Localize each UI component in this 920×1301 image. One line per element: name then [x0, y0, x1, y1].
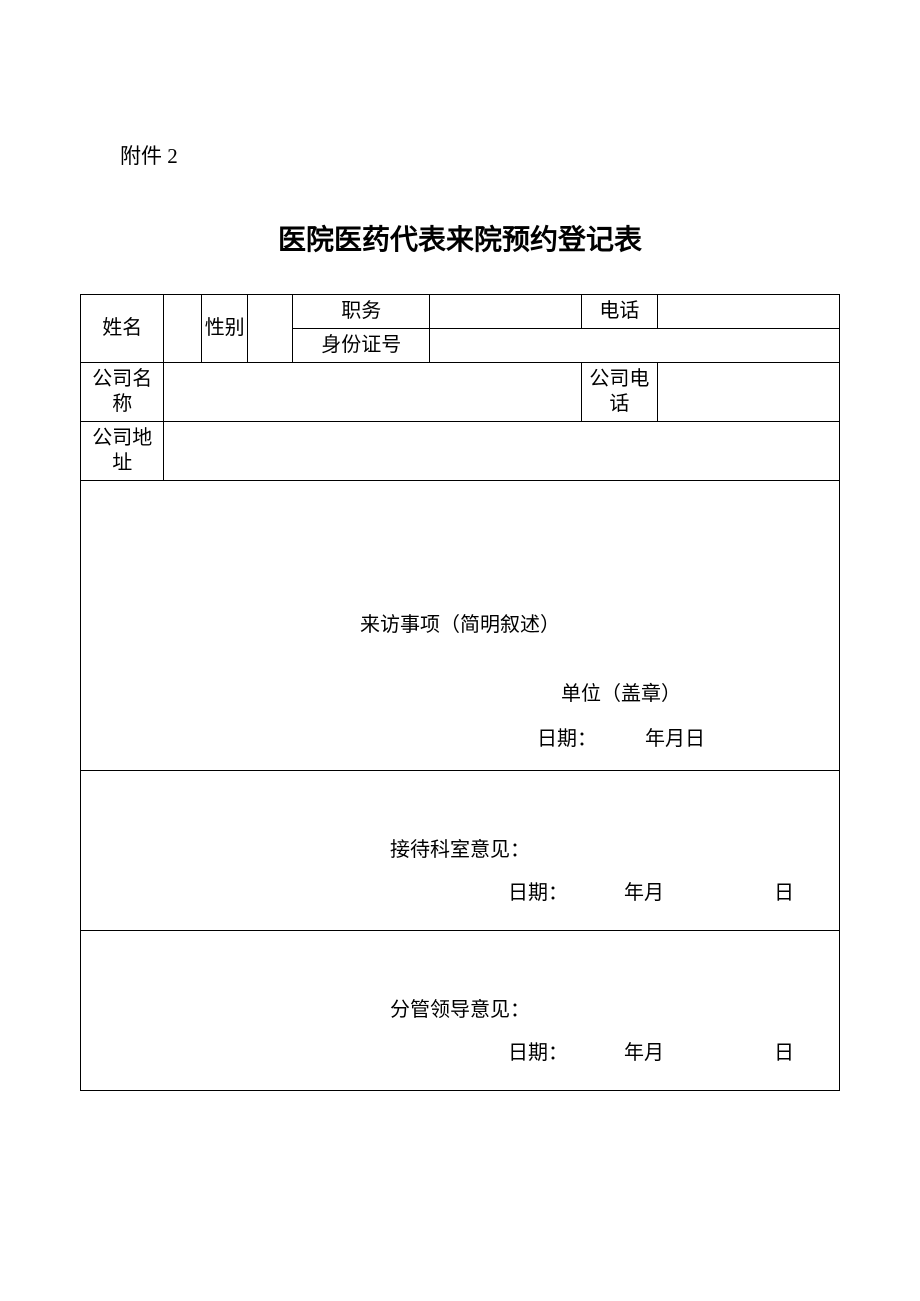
date-day: 日	[774, 881, 794, 906]
attachment-label: 附件 2	[120, 140, 840, 170]
date-ymd: 年月日	[645, 727, 705, 752]
leader-opinion-block[interactable]: 分管领导意见： 日期： 年月 日	[81, 931, 840, 1091]
date-ym: 年月	[624, 1041, 664, 1066]
label-visit-matter: 来访事项（简明叙述）	[83, 613, 837, 638]
date-ym: 年月	[624, 881, 664, 906]
value-id-number[interactable]	[430, 329, 840, 363]
label-leader-opinion: 分管领导意见：	[83, 998, 837, 1023]
date-day: 日	[774, 1041, 794, 1066]
label-name: 姓名	[81, 295, 164, 363]
label-dept-opinion: 接待科室意见：	[83, 838, 837, 863]
value-name[interactable]	[164, 295, 202, 363]
dept-date-line: 日期： 年月 日	[441, 881, 861, 906]
visit-matter-block[interactable]: 来访事项（简明叙述） 单位（盖章） 日期： 年月日	[81, 481, 840, 771]
value-phone[interactable]	[657, 295, 839, 329]
date-prefix: 日期：	[508, 881, 568, 906]
value-position[interactable]	[430, 295, 582, 329]
date-prefix: 日期：	[508, 1041, 568, 1066]
label-company-address: 公司地址	[81, 422, 164, 481]
stamp-line: 单位（盖章）	[431, 682, 811, 707]
page-title: 医院医药代表来院预约登记表	[80, 218, 840, 258]
registration-form-table: 姓名 性别 职务 电话 身份证号 公司名称 公司电话 公司地址	[80, 294, 840, 1091]
value-company-name[interactable]	[164, 363, 581, 422]
value-gender[interactable]	[247, 295, 293, 363]
label-id-number: 身份证号	[293, 329, 430, 363]
date-prefix: 日期：	[537, 727, 597, 752]
value-company-phone[interactable]	[657, 363, 839, 422]
label-phone: 电话	[581, 295, 657, 329]
label-company-phone: 公司电话	[581, 363, 657, 422]
value-company-address[interactable]	[164, 422, 840, 481]
visit-date-line: 日期： 年月日	[431, 727, 811, 752]
leader-date-line: 日期： 年月 日	[441, 1041, 861, 1066]
label-company-name: 公司名称	[81, 363, 164, 422]
label-gender: 性别	[202, 295, 248, 363]
label-position: 职务	[293, 295, 430, 329]
dept-opinion-block[interactable]: 接待科室意见： 日期： 年月 日	[81, 771, 840, 931]
